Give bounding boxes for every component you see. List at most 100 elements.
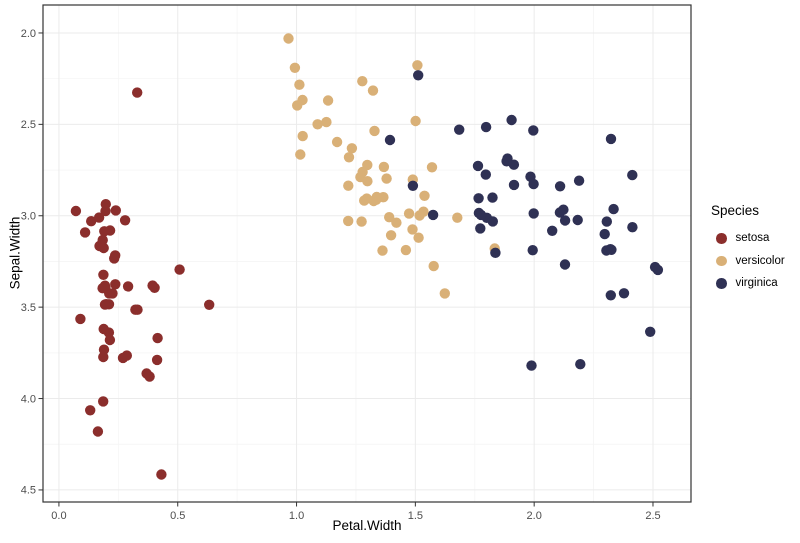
legend-label: setosa — [735, 232, 770, 245]
point-virginica — [472, 160, 484, 172]
legend-items: setosa versicolor virginica — [711, 227, 785, 295]
point-setosa — [99, 226, 110, 237]
point-virginica — [508, 179, 520, 191]
point-virginica — [473, 193, 484, 204]
point-setosa — [204, 299, 215, 310]
point-virginica — [528, 208, 539, 219]
point-setosa — [130, 304, 141, 315]
point-setosa — [107, 288, 118, 299]
point-virginica — [606, 244, 617, 255]
panel-border — [42, 4, 692, 503]
point-versicolor — [400, 244, 412, 256]
point-virginica — [601, 216, 612, 227]
point-virginica — [487, 216, 498, 227]
legend-key-dot-setosa — [716, 233, 727, 244]
point-setosa — [156, 469, 167, 480]
x-tick-label: 0.0 — [51, 510, 66, 522]
legend-key-dot-versicolor — [716, 255, 727, 266]
point-setosa — [119, 215, 131, 226]
point-virginica — [652, 264, 664, 276]
point-versicolor — [418, 206, 429, 217]
point-virginica — [475, 223, 486, 234]
legend-label: virginica — [735, 277, 778, 290]
point-setosa — [122, 281, 134, 292]
point-versicolor — [321, 116, 332, 128]
legend-item-versicolor: versicolor — [711, 250, 785, 273]
point-versicolor — [439, 288, 450, 299]
point-virginica — [605, 133, 617, 145]
point-setosa — [110, 205, 122, 216]
legend-item-setosa: setosa — [711, 227, 785, 250]
point-virginica — [480, 121, 492, 133]
point-versicolor — [312, 119, 323, 130]
point-versicolor — [292, 100, 303, 111]
x-tick-label: 2.0 — [527, 510, 542, 522]
point-versicolor — [367, 85, 379, 96]
point-virginica — [480, 169, 491, 180]
point-setosa — [98, 269, 109, 280]
point-virginica — [558, 204, 569, 215]
y-tick-label: 3.5 — [21, 302, 36, 314]
point-virginica — [618, 288, 630, 299]
point-virginica — [573, 175, 585, 186]
point-virginica — [413, 70, 424, 81]
point-virginica — [559, 215, 571, 226]
point-virginica — [605, 290, 616, 301]
point-versicolor — [377, 245, 388, 256]
point-virginica — [559, 259, 571, 270]
x-tick-label: 0.5 — [170, 510, 185, 522]
point-versicolor — [295, 149, 306, 160]
point-setosa — [110, 250, 121, 261]
point-versicolor — [412, 60, 423, 71]
point-setosa — [98, 242, 109, 254]
point-setosa — [121, 350, 132, 361]
point-versicolor — [371, 194, 382, 205]
point-versicolor — [381, 173, 392, 184]
legend: Species setosa versicolor virginica — [711, 203, 785, 295]
point-versicolor — [426, 162, 438, 173]
point-virginica — [528, 125, 539, 136]
point-versicolor — [331, 136, 343, 148]
point-versicolor — [369, 125, 380, 137]
point-versicolor — [452, 212, 463, 223]
point-versicolor — [413, 232, 424, 243]
point-versicolor — [362, 176, 373, 187]
point-versicolor — [384, 212, 395, 223]
point-versicolor — [391, 217, 402, 228]
point-setosa — [132, 87, 143, 98]
point-setosa — [98, 344, 110, 355]
x-tick-label: 1.0 — [289, 510, 304, 522]
point-setosa — [152, 332, 163, 344]
point-versicolor — [359, 195, 370, 206]
point-setosa — [98, 396, 109, 407]
point-versicolor — [403, 208, 415, 219]
point-virginica — [627, 169, 638, 181]
point-virginica — [527, 245, 538, 256]
point-setosa — [144, 371, 155, 382]
point-setosa — [70, 205, 82, 217]
point-setosa — [86, 216, 97, 227]
axes: 0.0 0.5 1.0 1.5 2.0 2.5 2.0 2.5 3.0 3.5 4.0 4.5 — [21, 28, 661, 522]
point-setosa — [85, 405, 96, 416]
point-virginica — [487, 192, 498, 203]
point-virginica — [627, 222, 638, 233]
point-setosa — [104, 334, 116, 346]
point-versicolor — [357, 166, 368, 178]
legend-item-virginica: virginica — [711, 272, 785, 295]
point-versicolor — [343, 215, 354, 227]
point-versicolor — [357, 76, 368, 87]
point-versicolor — [407, 224, 418, 235]
point-versicolor — [343, 180, 354, 191]
point-versicolor — [297, 130, 308, 142]
point-virginica — [407, 180, 419, 191]
y-tick-label: 4.5 — [21, 485, 36, 497]
legend-key-dot-virginica — [716, 278, 727, 289]
point-virginica — [547, 225, 558, 236]
point-virginica — [599, 228, 610, 240]
point-setosa — [110, 279, 121, 290]
x-tick-label: 2.5 — [645, 510, 660, 522]
point-virginica — [384, 134, 396, 146]
point-versicolor — [283, 33, 294, 44]
